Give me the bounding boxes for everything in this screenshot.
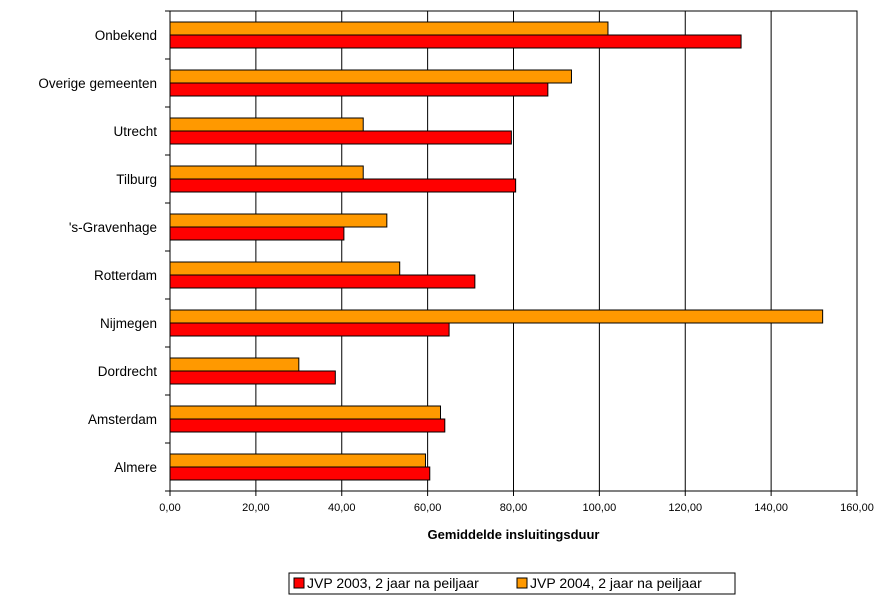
bar-jvp-2003 (169, 226, 345, 241)
bars (169, 21, 824, 481)
category-label: Utrecht (113, 124, 157, 139)
legend-label-jvp-2004: JVP 2004, 2 jaar na peiljaar (530, 575, 702, 591)
bar-jvp-2004 (169, 405, 442, 420)
bar-jvp-2003 (169, 370, 336, 385)
bar-jvp-2003 (169, 466, 431, 481)
category-label: Nijmegen (100, 316, 157, 331)
x-tick-label: 60,00 (414, 502, 442, 514)
legend-swatch-jvp-2003 (293, 577, 305, 589)
bar-jvp-2004 (169, 165, 364, 180)
bar-jvp-2004 (169, 309, 824, 324)
category-label: Rotterdam (94, 268, 157, 283)
category-label: Dordrecht (98, 364, 158, 379)
legend-box (288, 572, 736, 595)
bar-jvp-2003 (169, 418, 446, 433)
category-label: 's-Gravenhage (69, 220, 157, 235)
x-tick-label: 140,00 (754, 502, 788, 514)
bar-jvp-2003 (169, 274, 476, 289)
bar-jvp-2003 (169, 322, 450, 337)
legend-swatch-jvp-2004 (516, 577, 528, 589)
bar-jvp-2004 (169, 213, 388, 228)
category-label: Almere (114, 460, 157, 475)
x-tick-label: 80,00 (500, 502, 528, 514)
x-tick-label: 20,00 (242, 502, 270, 514)
bar-jvp-2004 (169, 117, 364, 132)
x-tick-label: 120,00 (668, 502, 702, 514)
bar-jvp-2003 (169, 34, 742, 49)
x-tick-labels: 0,00 20,00 40,00 60,00 80,00 100,00 120,00 140,… (159, 502, 874, 514)
x-tick-label: 40,00 (328, 502, 356, 514)
bar-jvp-2004 (169, 453, 426, 468)
bar-jvp-2004 (169, 69, 572, 84)
category-label: Overige gemeenten (38, 76, 157, 91)
x-tick-label: 100,00 (583, 502, 617, 514)
bar-jvp-2003 (169, 82, 549, 97)
x-tick-label: 0,00 (159, 502, 180, 514)
plot-area (169, 10, 858, 492)
bar-jvp-2004 (169, 21, 609, 36)
x-axis-title: Gemiddelde insluitingsduur (428, 527, 600, 542)
bar-jvp-2003 (169, 178, 517, 193)
x-tick-label: 160,00 (840, 502, 874, 514)
category-label: Amsterdam (88, 412, 157, 427)
category-label: Tilburg (116, 172, 157, 187)
bar-jvp-2004 (169, 357, 300, 372)
category-label: Onbekend (95, 28, 157, 43)
bar-jvp-2003 (169, 130, 512, 145)
legend-label-jvp-2003: JVP 2003, 2 jaar na peiljaar (307, 575, 479, 591)
category-labels: Almere Amsterdam Dordrecht Nijmegen Rotterda… (38, 28, 157, 475)
bar-jvp-2004 (169, 261, 401, 276)
legend: JVP 2003, 2 jaar na peiljaar JVP 2004, 2… (288, 572, 736, 595)
